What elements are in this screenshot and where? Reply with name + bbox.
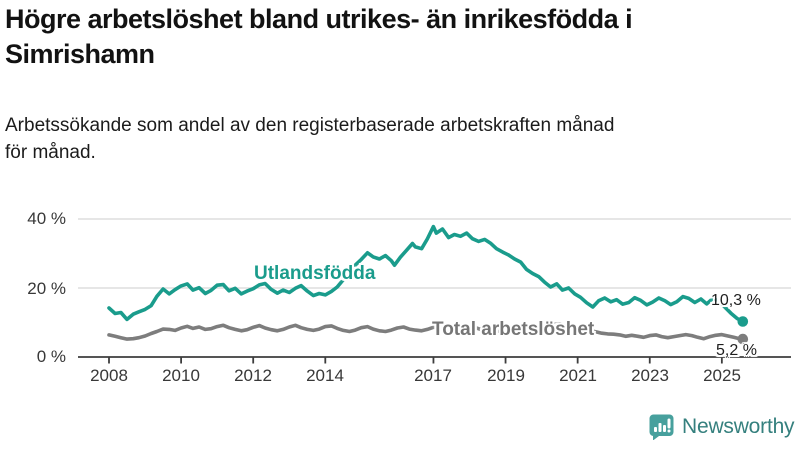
x-axis-tick-label: 2021 (559, 366, 597, 385)
x-axis-tick-label: 2017 (414, 366, 452, 385)
newsworthy-logo[interactable]: Newsworthy (648, 413, 795, 440)
x-axis-tick-label: 2019 (487, 366, 525, 385)
y-axis-tick-label: 0 % (36, 347, 66, 366)
x-axis-tick-label: 2008 (90, 366, 128, 385)
chart-title: Högre arbetslöshet bland utrikes- än inr… (5, 2, 795, 72)
chart-title-line2: Simrishamn (5, 39, 155, 69)
y-axis-tick-label: 40 % (27, 209, 66, 228)
x-axis-tick-label: 2014 (306, 366, 344, 385)
chart-subtitle: Arbetssökande som andel av den registerb… (5, 112, 795, 166)
series-label-total-arbetsloshet: Total arbetslöshet (432, 319, 595, 340)
newsworthy-icon (649, 414, 674, 440)
x-axis-tick-label: 2025 (703, 366, 741, 385)
x-axis-tick-label: 2023 (631, 366, 669, 385)
x-axis-tick-label: 2012 (234, 366, 272, 385)
newsworthy-wordmark: Newsworthy (682, 414, 795, 438)
series-label-utlandsfodda: Utlandsfödda (254, 263, 376, 284)
chart-subtitle-line1: Arbetssökande som andel av den registerb… (5, 115, 615, 136)
end-value-label-total-arbetsloshet: 5,2 % (716, 342, 757, 359)
end-value-label-utlandsfodda: 10,3 % (711, 292, 761, 309)
chart-title-line1: Högre arbetslöshet bland utrikes- än inr… (5, 4, 633, 34)
x-axis-tick-label: 2010 (162, 366, 200, 385)
chart-subtitle-line2: för månad. (5, 142, 96, 163)
y-axis-tick-label: 20 % (27, 279, 66, 298)
